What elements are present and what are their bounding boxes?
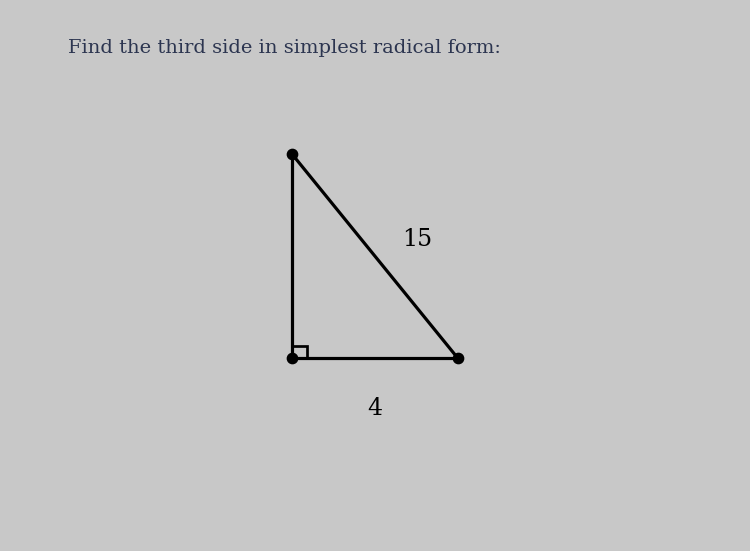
Point xyxy=(286,354,298,363)
Text: 15: 15 xyxy=(403,228,433,251)
Text: Find the third side in simplest radical form:: Find the third side in simplest radical … xyxy=(68,39,500,57)
Text: 4: 4 xyxy=(368,397,382,420)
Bar xyxy=(292,346,308,358)
Point xyxy=(286,150,298,159)
Point xyxy=(452,354,464,363)
